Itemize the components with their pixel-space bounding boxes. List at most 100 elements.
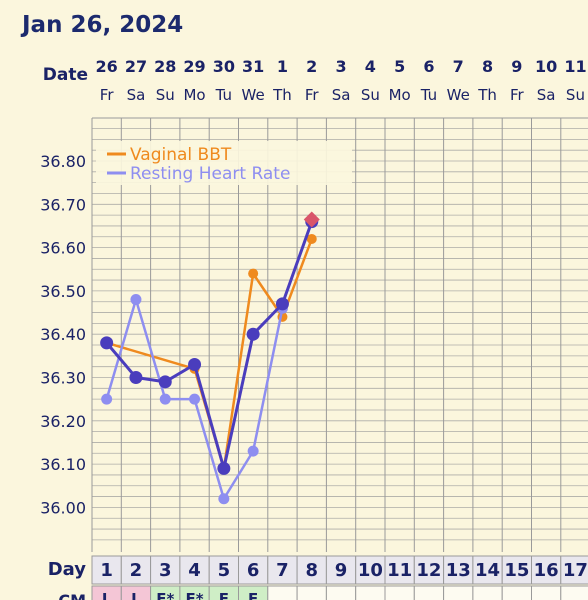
cm-value: L xyxy=(102,590,112,600)
cm-cell-empty xyxy=(267,585,298,600)
day-number: 9 xyxy=(335,560,348,581)
day-cell xyxy=(413,555,445,585)
cm-cell-empty xyxy=(325,585,357,600)
day-number: 3 xyxy=(159,560,172,581)
date-number: 9 xyxy=(511,57,522,76)
data-point-rhr xyxy=(159,393,171,405)
data-point-combined xyxy=(246,327,260,341)
day-cell xyxy=(355,555,386,585)
date-label: Date xyxy=(43,65,88,85)
cm-value: F* xyxy=(156,590,174,600)
cm-cell-empty xyxy=(296,585,327,600)
data-point-combined xyxy=(275,297,289,311)
date-number: 28 xyxy=(154,57,176,76)
day-cell xyxy=(267,555,298,585)
weekday-label: Tu xyxy=(420,86,437,104)
cm-cell-empty xyxy=(531,585,562,600)
date-number: 6 xyxy=(423,57,434,76)
day-number: 6 xyxy=(247,560,260,581)
date-number: 27 xyxy=(125,57,147,76)
y-tick-label: 36.80 xyxy=(40,152,86,171)
date-number: 7 xyxy=(453,57,464,76)
data-point-combined xyxy=(188,358,202,372)
data-point-combined xyxy=(217,461,231,475)
legend-label: Resting Heart Rate xyxy=(130,164,290,184)
cm-cell-empty xyxy=(560,585,588,600)
day-cell xyxy=(238,555,269,585)
day-cell xyxy=(91,555,122,585)
data-point-bbt xyxy=(306,233,317,244)
cm-value: F xyxy=(248,590,258,600)
date-number: 29 xyxy=(183,57,205,76)
day-number: 8 xyxy=(305,560,318,581)
day-number: 15 xyxy=(504,560,529,581)
weekday-label: Sa xyxy=(537,86,556,104)
weekday-label: Th xyxy=(477,86,497,104)
data-point-rhr xyxy=(247,445,259,457)
weekday-label: Tu xyxy=(215,86,232,104)
weekday-label: Su xyxy=(361,86,380,104)
day-number: 14 xyxy=(475,560,500,581)
weekday-label: Su xyxy=(566,86,585,104)
day-number: 12 xyxy=(416,560,441,581)
y-tick-label: 36.10 xyxy=(40,455,86,474)
cm-cell-empty xyxy=(501,585,533,600)
date-number: 11 xyxy=(564,57,586,76)
day-cell xyxy=(501,555,533,585)
day-number: 7 xyxy=(276,560,289,581)
data-point-combined xyxy=(129,371,143,384)
data-point-combined xyxy=(158,375,172,389)
date-number: 4 xyxy=(365,57,376,76)
data-point-rhr xyxy=(189,393,201,405)
y-tick-label: 36.30 xyxy=(40,369,86,388)
cm-cell-empty xyxy=(443,585,474,600)
weekday-label: Fr xyxy=(100,86,115,104)
weekday-label: Su xyxy=(156,86,175,104)
date-number: 5 xyxy=(394,57,405,76)
cm-cell-empty xyxy=(413,585,445,600)
day-number: 17 xyxy=(563,560,588,581)
day-cell xyxy=(384,555,415,585)
date-number: 10 xyxy=(535,57,557,76)
weekday-label: Mo xyxy=(183,86,205,104)
day-number: 2 xyxy=(130,560,143,581)
data-point-bbt xyxy=(248,268,259,279)
day-number: 13 xyxy=(446,560,471,581)
day-number: 10 xyxy=(358,560,383,581)
day-number: 4 xyxy=(188,560,201,581)
weekday-label: We xyxy=(447,86,470,104)
date-number: 8 xyxy=(482,57,493,76)
cm-cell-empty xyxy=(384,585,415,600)
day-number: 11 xyxy=(387,560,412,581)
highlight-diamond-marker xyxy=(303,211,320,228)
weekday-label: Fr xyxy=(305,86,320,104)
data-point-combined xyxy=(100,336,114,350)
y-tick-label: 36.60 xyxy=(40,239,86,258)
data-point-rhr xyxy=(130,294,142,306)
day-cell xyxy=(325,555,357,585)
y-tick-label: 36.00 xyxy=(40,498,86,517)
date-number: 31 xyxy=(242,57,264,76)
data-point-rhr xyxy=(218,493,230,505)
day-cell xyxy=(531,555,562,585)
date-number: 1 xyxy=(277,57,288,76)
y-tick-label: 36.70 xyxy=(40,195,86,214)
day-number: 1 xyxy=(100,560,113,581)
day-label: Day xyxy=(48,559,87,580)
day-cell xyxy=(472,555,503,585)
y-tick-label: 36.20 xyxy=(40,412,86,431)
weekday-label: Sa xyxy=(332,86,351,104)
weekday-label: Mo xyxy=(389,86,411,104)
date-number: 3 xyxy=(335,57,346,76)
date-number: 2 xyxy=(306,57,317,76)
day-cell xyxy=(443,555,474,585)
date-number: 26 xyxy=(96,57,118,76)
data-point-rhr xyxy=(101,393,113,405)
page-title: Jan 26, 2024 xyxy=(22,12,184,38)
day-cell xyxy=(560,555,588,585)
cm-value: L xyxy=(131,590,141,600)
cm-value: F* xyxy=(186,590,204,600)
cm-cell-empty xyxy=(355,585,386,600)
weekday-label: Fr xyxy=(510,86,525,104)
